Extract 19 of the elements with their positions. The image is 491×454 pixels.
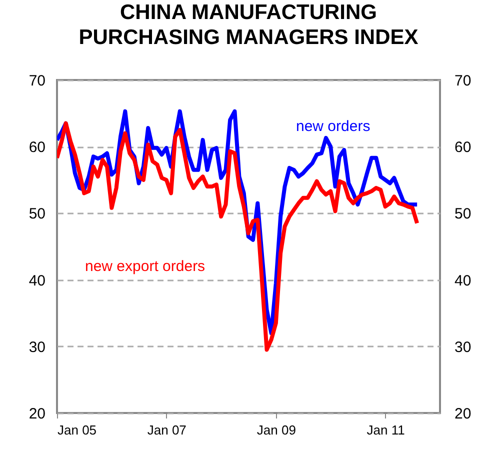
y-tick-label: 20 xyxy=(28,406,46,422)
chart-title: CHINA MANUFACTURING PURCHASING MANAGERS INDEX xyxy=(78,1,418,49)
y-tick-label: 40 xyxy=(28,272,46,290)
y2-tick-label: 50 xyxy=(454,206,472,223)
y-tick-label: 60 xyxy=(28,139,46,156)
y-tick-label: 70 xyxy=(28,72,46,90)
x-tick-label: Jan 11 xyxy=(366,422,405,438)
y-tick-label: 30 xyxy=(28,338,46,356)
y-tick-label: 50 xyxy=(28,206,46,223)
y2-tick-label: 70 xyxy=(454,72,472,90)
y2-tick-label: 60 xyxy=(454,139,472,156)
x-tick-label: Jan 09 xyxy=(256,422,296,438)
series-label: new orders xyxy=(296,118,370,135)
y2-tick-label: 20 xyxy=(454,406,472,422)
x-tick-label: Jan 07 xyxy=(147,422,186,438)
text: new export orders xyxy=(85,258,206,275)
y2-tick-label: 30 xyxy=(454,338,472,356)
y2-tick-label: 40 xyxy=(454,272,472,290)
x-tick-label: Jan 05 xyxy=(58,422,97,438)
